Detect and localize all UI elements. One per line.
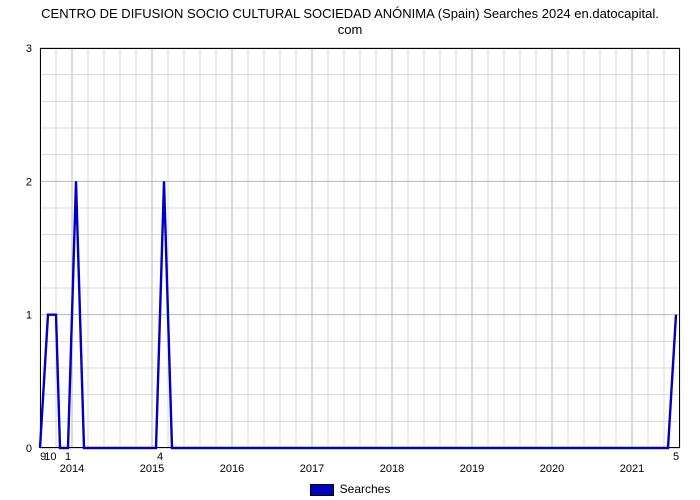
x-tick-label: 2014 (60, 463, 84, 475)
chart-title: CENTRO DE DIFUSION SOCIO CULTURAL SOCIED… (0, 0, 700, 39)
y-tick-label: 0 (26, 443, 32, 455)
x-tick-label: 2021 (620, 463, 644, 475)
y-tick-label: 1 (26, 310, 32, 322)
x-tick-label: 2018 (380, 463, 404, 475)
plot-area: 0123201420152016201720182019202020219101… (40, 48, 680, 448)
chart-container: CENTRO DE DIFUSION SOCIO CULTURAL SOCIED… (0, 0, 700, 500)
value-label-below: 10 (44, 451, 56, 463)
x-tick-label: 2016 (220, 463, 244, 475)
legend-label: Searches (340, 482, 391, 496)
x-tick-label: 2020 (540, 463, 564, 475)
value-label-below: 5 (673, 451, 679, 463)
y-tick-label: 3 (26, 43, 32, 55)
chart-title-line1: CENTRO DE DIFUSION SOCIO CULTURAL SOCIED… (41, 6, 659, 21)
legend: Searches (0, 482, 700, 496)
chart-title-line2: com (338, 22, 363, 37)
y-tick-label: 2 (26, 176, 32, 188)
value-label-below: 1 (65, 451, 71, 463)
value-label-below: 4 (157, 451, 163, 463)
legend-swatch (310, 484, 334, 496)
x-tick-label: 2015 (140, 463, 164, 475)
chart-svg: 0123201420152016201720182019202020219101… (40, 48, 680, 478)
x-tick-label: 2019 (460, 463, 484, 475)
x-tick-label: 2017 (300, 463, 324, 475)
